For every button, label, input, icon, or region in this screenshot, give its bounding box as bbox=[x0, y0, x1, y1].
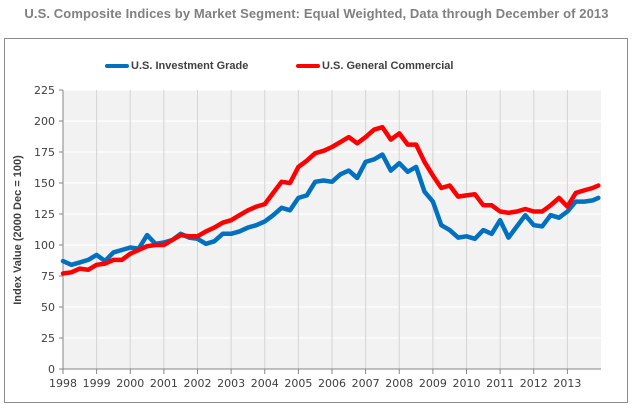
x-tick-label: 2003 bbox=[217, 377, 245, 390]
y-tick-label: 175 bbox=[34, 146, 55, 159]
x-tick-label: 2011 bbox=[486, 377, 514, 390]
x-tick-label: 2004 bbox=[251, 377, 279, 390]
chart-title: U.S. Composite Indices by Market Segment… bbox=[24, 6, 609, 21]
series-line-u-s-investment-grade bbox=[60, 152, 601, 268]
y-tick-label: 125 bbox=[34, 208, 55, 221]
x-tick-label: 2006 bbox=[318, 377, 346, 390]
legend-label: U.S. General Commercial bbox=[322, 60, 454, 72]
x-tick-label: 2009 bbox=[419, 377, 447, 390]
legend-label: U.S. Investment Grade bbox=[131, 60, 249, 72]
x-tick-label: 2010 bbox=[453, 377, 481, 390]
y-tick-label: 225 bbox=[34, 84, 55, 97]
legend-swatch-investment-grade bbox=[105, 64, 129, 68]
x-tick-label: 2008 bbox=[385, 377, 413, 390]
legend-item-general-commercial: U.S. General Commercial bbox=[296, 60, 453, 72]
y-tick-label: 100 bbox=[34, 239, 55, 252]
x-tick-label: 2005 bbox=[284, 377, 312, 390]
y-tick-label: 150 bbox=[34, 177, 55, 190]
x-tick-label: 2000 bbox=[116, 377, 144, 390]
legend: U.S. Investment Grade U.S. General Comme… bbox=[0, 60, 633, 76]
x-tick-label: 2013 bbox=[553, 377, 581, 390]
y-tick-label: 200 bbox=[34, 115, 55, 128]
series-line-u-s-general-commercial bbox=[60, 124, 601, 276]
y-tick-label: 50 bbox=[41, 301, 55, 314]
x-tick-label: 1999 bbox=[83, 377, 111, 390]
y-tick-label: 75 bbox=[41, 270, 55, 283]
x-tick-label: 2001 bbox=[150, 377, 178, 390]
x-tick-label: 2007 bbox=[352, 377, 380, 390]
x-tick-label: 1998 bbox=[49, 377, 77, 390]
y-tick-label: 0 bbox=[48, 363, 55, 376]
legend-swatch-general-commercial bbox=[296, 64, 320, 68]
x-tick-label: 2002 bbox=[184, 377, 212, 390]
legend-item-investment-grade: U.S. Investment Grade bbox=[105, 60, 248, 72]
y-tick-label: 25 bbox=[41, 332, 55, 345]
x-tick-label: 2012 bbox=[520, 377, 548, 390]
